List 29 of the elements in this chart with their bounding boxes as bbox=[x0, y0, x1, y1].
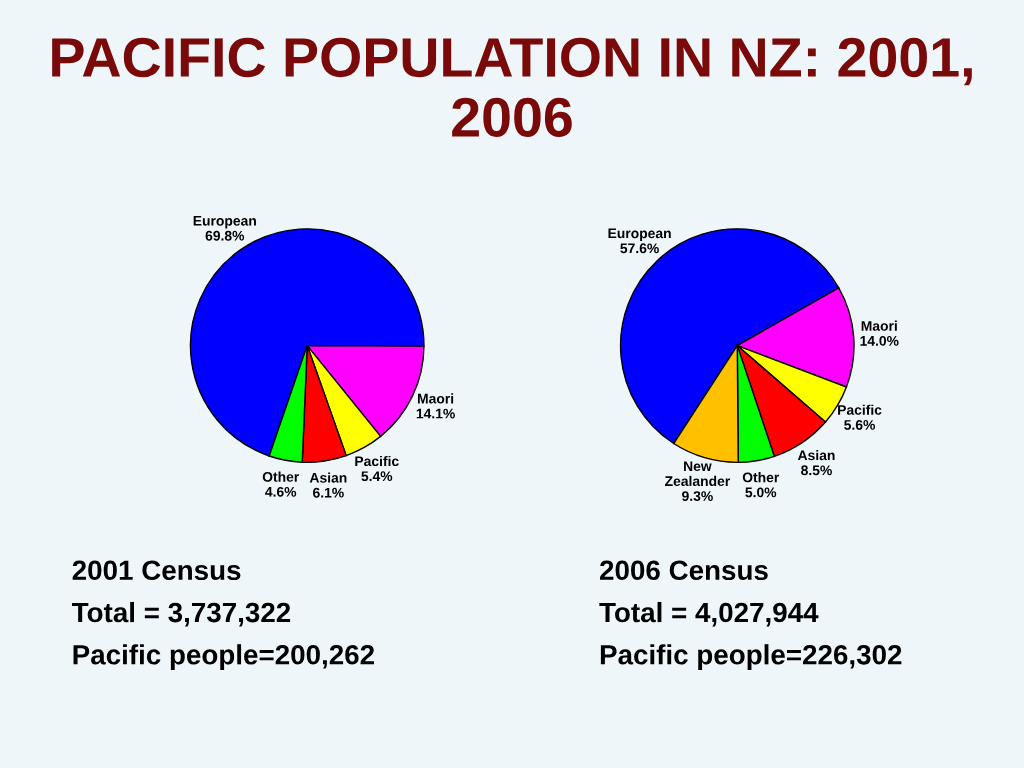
data-label: 14.0% bbox=[860, 335, 899, 346]
slice-label: Other bbox=[262, 471, 300, 482]
data-label: 4.6% bbox=[265, 486, 297, 497]
data-label: 6.1% bbox=[313, 487, 344, 498]
slice-label: Other bbox=[742, 472, 780, 483]
slice-label: Asian bbox=[797, 450, 835, 461]
slice-label: Maori bbox=[417, 393, 454, 404]
text: Pacific people=226,302 bbox=[600, 644, 902, 671]
slice-label: Maori bbox=[861, 320, 897, 331]
text: Total = 3,737,322 bbox=[71, 601, 291, 627]
text: 2001 Census bbox=[72, 560, 241, 581]
slice-label: Asian bbox=[309, 472, 347, 483]
slice-label: New Zealander bbox=[665, 461, 730, 487]
data-label: 8.5% bbox=[801, 465, 832, 476]
data-label: 69.8% bbox=[205, 230, 245, 241]
chart-title: PACIFIC POPULATION IN NZ: 2001, 2006 bbox=[52, 37, 972, 137]
slice-label: Pacific bbox=[355, 455, 399, 467]
data-label: 14.1% bbox=[416, 408, 455, 419]
data-label: 5.0% bbox=[745, 487, 777, 498]
text: 2006 Census bbox=[600, 560, 768, 581]
text: Pacific people=200,262 bbox=[73, 644, 374, 671]
data-label: 5.6% bbox=[844, 419, 876, 430]
data-label: 5.4% bbox=[361, 471, 393, 482]
data-label: 57.6% bbox=[620, 243, 659, 254]
slice-label: European bbox=[608, 228, 671, 241]
slice-label: Pacific bbox=[838, 404, 882, 415]
slice-label: European bbox=[193, 216, 256, 229]
data-label: 9.3% bbox=[682, 491, 713, 502]
text: Total = 4,027,944 bbox=[599, 601, 819, 627]
